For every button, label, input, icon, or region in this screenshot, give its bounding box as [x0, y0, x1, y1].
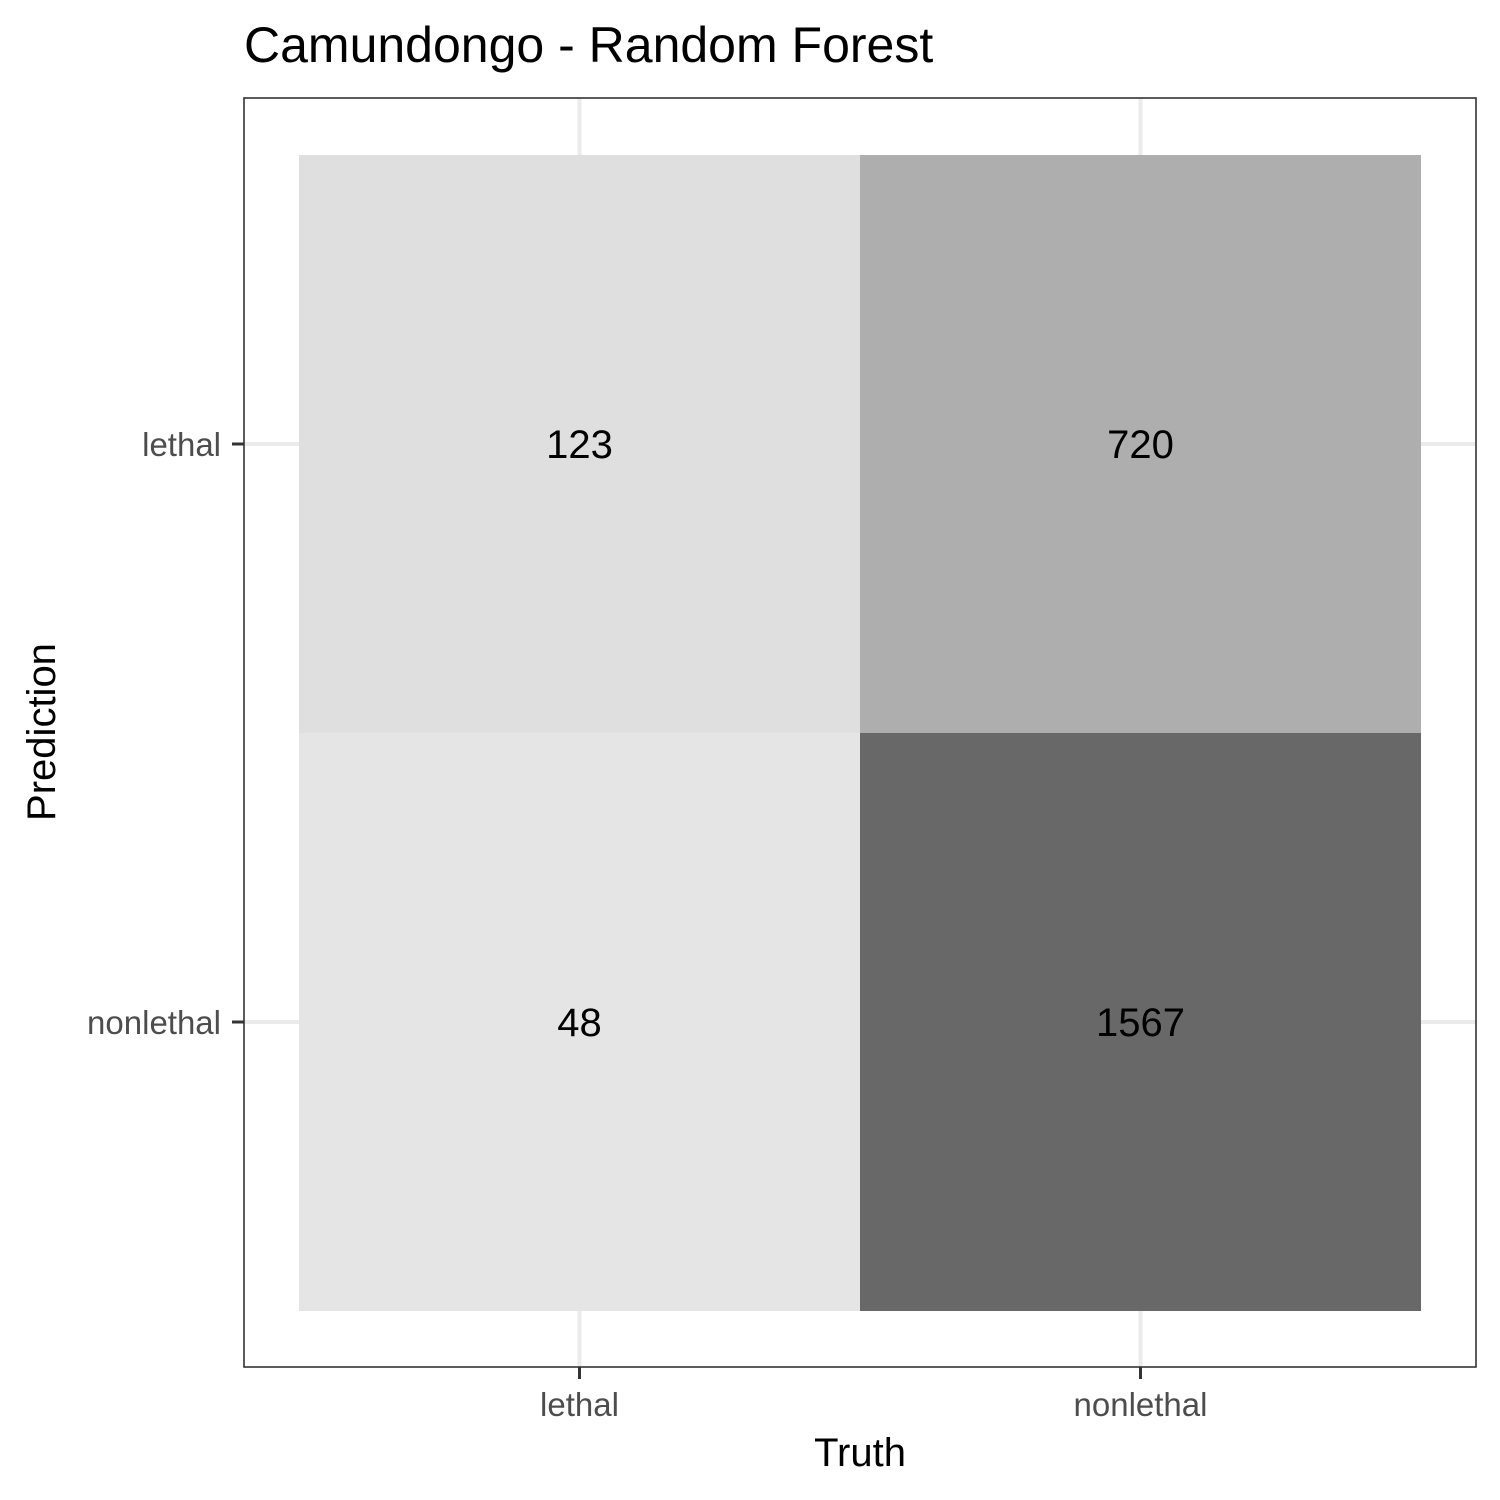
cell-value-label-nonlethal-lethal: 48 [557, 1001, 602, 1045]
x-tick-label-lethal: lethal [540, 1386, 619, 1423]
heatmap-cell-lethal-lethal [299, 155, 860, 733]
cell-value-label-lethal-lethal: 123 [546, 423, 613, 467]
heatmap-cell-nonlethal-lethal [299, 733, 860, 1311]
x-axis-ticks: lethal nonlethal [540, 1367, 1207, 1423]
y-axis-ticks: lethal nonlethal [87, 426, 244, 1041]
cell-value-label-lethal-nonlethal: 720 [1107, 423, 1174, 467]
heatmap-cell-nonlethal-nonlethal [860, 733, 1421, 1311]
heatmap-cells [299, 155, 1421, 1311]
y-tick-label-lethal: lethal [142, 426, 221, 463]
plot-panel-border [243, 97, 1477, 1368]
y-axis-title: Prediction [20, 643, 64, 821]
cell-value-labels: 123 720 48 1567 [546, 423, 1185, 1045]
cell-value-label-nonlethal-nonlethal: 1567 [1096, 1001, 1185, 1045]
x-tick-label-nonlethal: nonlethal [1074, 1386, 1208, 1423]
heatmap-cell-lethal-nonlethal [860, 155, 1421, 733]
chart-title: Camundongo - Random Forest [244, 17, 933, 73]
x-axis-title: Truth [814, 1431, 906, 1475]
y-tick-label-nonlethal: nonlethal [87, 1004, 221, 1041]
